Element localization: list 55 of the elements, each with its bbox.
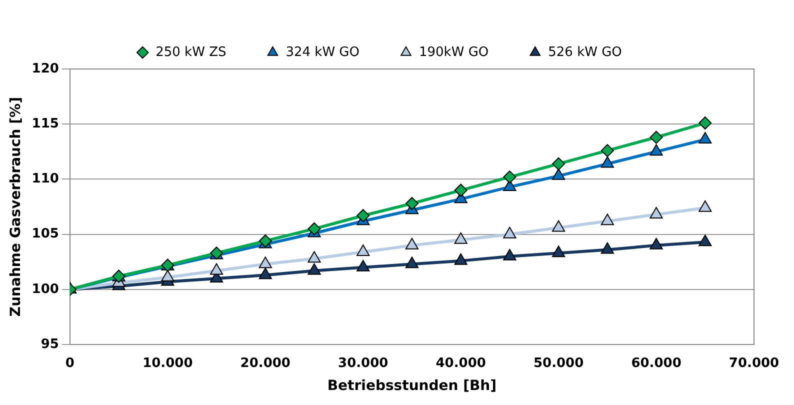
point (454, 253, 468, 265)
y-tick-label: 115 (32, 116, 59, 132)
y-tick-label: 100 (32, 282, 59, 297)
point (161, 270, 174, 282)
point (258, 256, 272, 268)
point (258, 268, 272, 280)
point (552, 157, 566, 170)
point (650, 144, 663, 156)
point (600, 214, 614, 226)
point (356, 260, 370, 272)
legend-label: 250 kW ZS (156, 44, 226, 60)
point (600, 156, 614, 168)
x-axis-title: Betriebsstunden [Bh] (327, 378, 497, 394)
x-tick-label: 50.000 (533, 356, 584, 371)
point (356, 209, 370, 222)
x-tick-label: 40.000 (436, 356, 486, 371)
x-tick-label: 20.000 (240, 356, 290, 371)
x-tick-label: 0 (65, 356, 74, 371)
x-tick-label: 60.000 (631, 356, 682, 371)
legend-label: 526 kW GO (548, 44, 622, 60)
y-tick-label: 110 (32, 172, 59, 187)
point (650, 130, 663, 144)
point (503, 248, 516, 260)
point (600, 144, 614, 158)
x-tick-label: 70.000 (728, 356, 780, 371)
point (552, 220, 566, 232)
point (454, 232, 468, 244)
point (698, 200, 712, 212)
point (650, 207, 663, 219)
point (308, 251, 321, 263)
point (503, 170, 516, 184)
legend-label: 324 kW GO (286, 44, 360, 60)
point (454, 184, 468, 197)
point (308, 263, 321, 275)
y-tick-label: 95 (40, 336, 59, 352)
point (405, 196, 418, 210)
point (405, 256, 419, 268)
point (210, 263, 224, 275)
point (503, 226, 516, 238)
point (650, 238, 663, 250)
point (552, 168, 566, 180)
point (405, 238, 419, 250)
y-tick-label: 105 (32, 226, 59, 242)
point (698, 116, 712, 130)
x-tick-label: 30.000 (338, 356, 388, 371)
legend-label: 190kW GO (418, 44, 489, 60)
point (356, 244, 370, 256)
y-axis-title: Zunahme Gasverbrauch [%] (8, 97, 24, 317)
y-tick-label: 120 (32, 61, 59, 76)
point (600, 242, 614, 254)
point (698, 132, 712, 144)
point (552, 246, 566, 258)
x-tick-label: 10.000 (142, 356, 193, 371)
point (308, 222, 321, 236)
point (698, 234, 712, 246)
